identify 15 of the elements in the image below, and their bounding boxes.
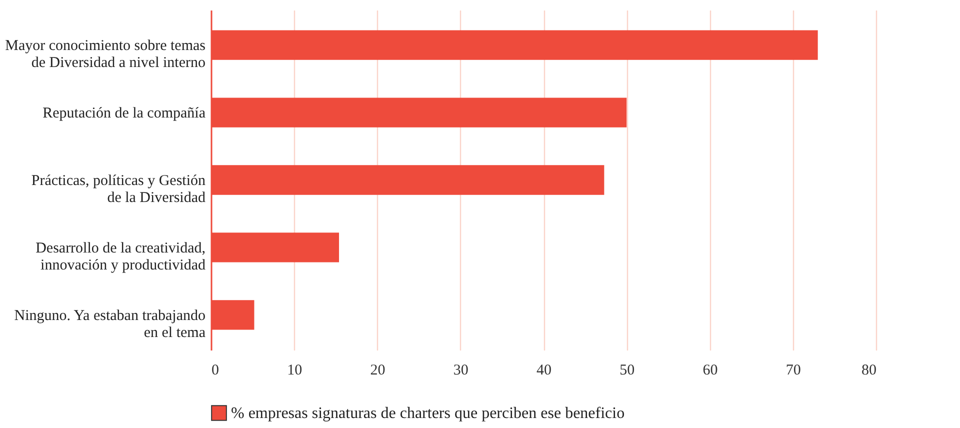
x-tick-label: 60 xyxy=(702,362,718,378)
x-tick-label: 50 xyxy=(620,362,635,378)
x-tick-label: 40 xyxy=(536,362,552,378)
x-tick-label: 80 xyxy=(862,362,876,378)
x-tick-label: 30 xyxy=(453,362,468,378)
x-tick-label: 20 xyxy=(370,362,386,378)
x-tick-label: 10 xyxy=(287,362,302,378)
y-tick-label: Ninguno. Ya estaban trabajando en el tema xyxy=(14,308,206,341)
legend-label: % empresas signaturas de charters que perciben ese beneficio xyxy=(231,405,625,422)
x-tick-label: 0 xyxy=(212,362,219,378)
x-tick-label: 70 xyxy=(786,362,801,378)
y-tick-label: Prácticas, políticas y Gestión de la Diversidad xyxy=(31,173,206,206)
y-tick-label: Desarrollo de la creatividad, innovación y productividad xyxy=(36,240,206,274)
y-tick-label: Reputación de la compañía xyxy=(42,106,206,122)
y-tick-label: Mayor conocimiento sobre temas de Diversidad a nivel interno xyxy=(5,38,206,72)
